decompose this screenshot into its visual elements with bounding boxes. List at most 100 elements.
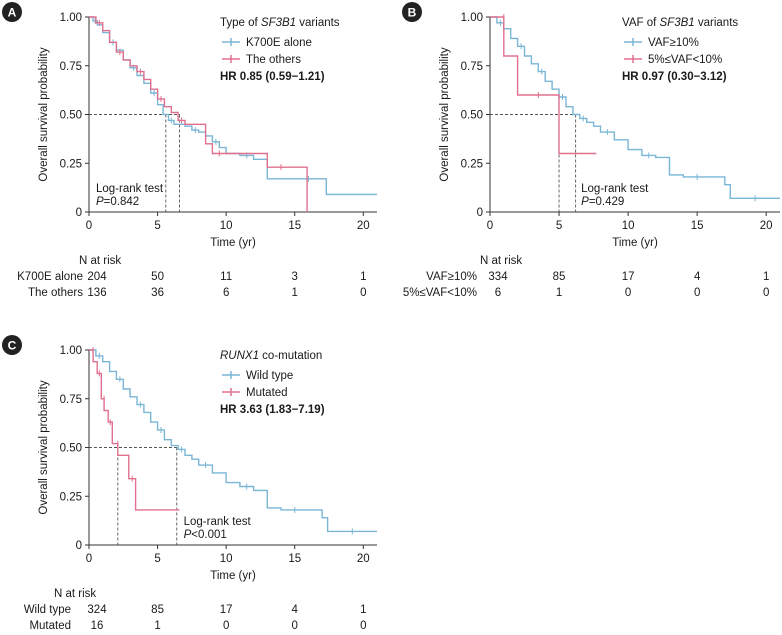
y-tick-label: 0.50 <box>461 110 483 122</box>
risk-count: 204 <box>87 271 107 283</box>
risk-table-header: N at risk <box>480 255 522 267</box>
y-tick-label: 0.50 <box>60 110 82 122</box>
risk-count: 4 <box>292 604 299 616</box>
km-curve-1 <box>89 349 180 511</box>
risk-table-header: N at risk <box>79 255 121 267</box>
y-axis-label: Overall survival probability <box>38 47 50 181</box>
x-tick-label: 10 <box>220 220 233 232</box>
legend-title-part: variants <box>296 17 340 29</box>
risk-count: 36 <box>151 287 164 299</box>
legend-title-part: RUNX1 <box>220 350 259 362</box>
x-tick-label: 20 <box>357 553 370 565</box>
risk-count: 17 <box>622 271 635 283</box>
risk-count: 11 <box>220 271 232 283</box>
risk-count: 1 <box>360 604 366 616</box>
x-axis-label: Time (yr) <box>210 237 256 249</box>
legend-title-part: SF3B1 <box>660 17 695 29</box>
y-tick-label: 1.00 <box>461 12 483 24</box>
p-symbol: P <box>581 196 589 208</box>
x-tick-label: 0 <box>487 220 493 232</box>
logrank-label: Log-rank test <box>184 516 252 528</box>
y-tick-label: 1.00 <box>60 345 82 357</box>
logrank-label: Log-rank test <box>581 183 649 195</box>
p-value: P=0.842 <box>96 196 139 208</box>
risk-row-label: VAF≥10% <box>426 271 477 283</box>
legend-title: RUNX1 co-mutation <box>220 350 322 362</box>
risk-count: 85 <box>553 271 566 283</box>
y-tick-label: 0.75 <box>60 61 82 73</box>
risk-count: 0 <box>360 620 366 632</box>
x-axis-label: Time (yr) <box>210 570 256 582</box>
p-value: P=0.429 <box>581 196 624 208</box>
panel-badge <box>402 2 422 22</box>
y-tick-label: 0.25 <box>60 158 82 170</box>
y-tick-label: 0 <box>76 207 82 219</box>
legend-entry: The others <box>246 54 301 66</box>
risk-count: 6 <box>223 287 229 299</box>
panel-letter: B <box>408 6 417 20</box>
risk-row-label: Mutated <box>29 620 71 632</box>
x-tick-label: 20 <box>357 220 370 232</box>
y-tick-label: 0.25 <box>461 158 483 170</box>
risk-count: 1 <box>763 271 769 283</box>
legend-entry: Mutated <box>246 387 288 399</box>
x-tick-label: 15 <box>288 553 301 565</box>
risk-count: 4 <box>694 271 701 283</box>
x-tick-label: 0 <box>86 553 92 565</box>
km-curve-0 <box>490 16 780 199</box>
risk-count: 1 <box>154 620 160 632</box>
legend-entry: VAF≥10% <box>648 37 699 49</box>
y-tick-label: 0.75 <box>461 61 483 73</box>
p-symbol: P <box>184 529 192 541</box>
logrank-label: Log-rank test <box>96 183 164 195</box>
y-tick-label: 1.00 <box>60 12 82 24</box>
panel-letter: C <box>8 339 17 353</box>
x-tick-label: 20 <box>760 220 773 232</box>
legend-entry: K700E alone <box>246 37 312 49</box>
y-axis-label: Overall survival probability <box>439 47 451 181</box>
x-tick-label: 0 <box>86 220 92 232</box>
risk-count: 0 <box>625 287 631 299</box>
y-axis-label: Overall survival probability <box>38 380 50 514</box>
risk-count: 1 <box>360 271 366 283</box>
risk-count: 1 <box>292 287 298 299</box>
p-value-number: =0.429 <box>589 196 625 208</box>
y-tick-label: 0 <box>477 207 483 219</box>
p-value-number: =0.842 <box>104 196 140 208</box>
risk-count: 0 <box>223 620 229 632</box>
legend-title-part: Type of <box>220 17 261 29</box>
risk-count: 0 <box>763 287 769 299</box>
p-value: P<0.001 <box>184 529 227 541</box>
hazard-ratio: HR 0.97 (0.30−3.12) <box>622 71 727 83</box>
x-tick-label: 15 <box>288 220 301 232</box>
legend-title-part: co-mutation <box>259 350 322 362</box>
risk-count: 0 <box>292 620 298 632</box>
legend-title-part: SF3B1 <box>261 17 296 29</box>
x-axis-label: Time (yr) <box>612 237 658 249</box>
panel-badge <box>2 335 22 355</box>
risk-row-label: Wild type <box>24 604 71 616</box>
panel-letter: A <box>8 6 17 20</box>
risk-count: 324 <box>87 604 107 616</box>
x-tick-label: 10 <box>220 553 233 565</box>
legend-entry: Wild type <box>246 370 293 382</box>
risk-count: 17 <box>220 604 233 616</box>
risk-count: 0 <box>360 287 366 299</box>
legend-entry: 5%≤VAF<10% <box>648 54 722 66</box>
risk-row-label: K700E alone <box>17 271 83 283</box>
risk-count: 3 <box>292 271 298 283</box>
y-tick-label: 0.25 <box>60 491 82 503</box>
legend-title-part: VAF of <box>622 17 660 29</box>
legend-title: VAF of SF3B1 variants <box>622 17 738 29</box>
p-symbol: P <box>96 196 104 208</box>
x-tick-label: 5 <box>556 220 562 232</box>
y-tick-label: 0.50 <box>60 443 82 455</box>
x-tick-label: 15 <box>691 220 704 232</box>
risk-count: 0 <box>694 287 700 299</box>
hazard-ratio: HR 0.85 (0.59−1.21) <box>220 71 325 83</box>
x-tick-label: 10 <box>622 220 635 232</box>
